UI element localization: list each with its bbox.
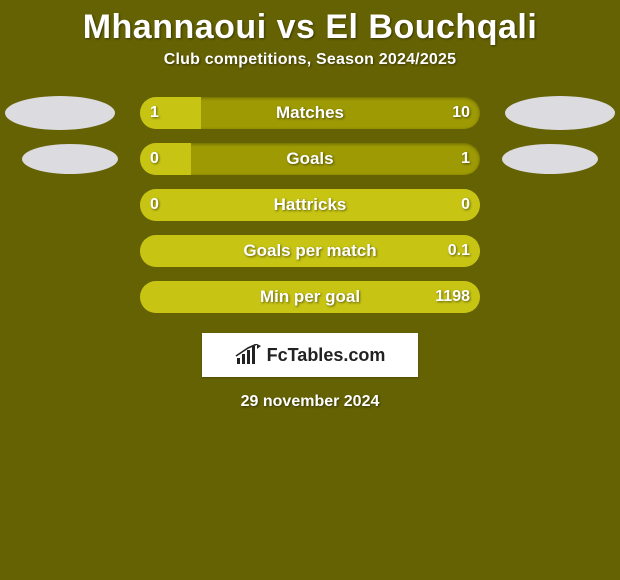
- stat-row: 0.1Goals per match: [0, 235, 620, 267]
- stat-row: 01Goals: [0, 143, 620, 175]
- stat-row: 110Matches: [0, 97, 620, 129]
- form-ellipse-left: [22, 144, 118, 174]
- stat-row: 00Hattricks: [0, 189, 620, 221]
- stat-value-left: 0: [150, 189, 210, 221]
- stat-value-right: 10: [410, 97, 470, 129]
- stat-row: 1198Min per goal: [0, 281, 620, 313]
- comparison-infographic: Mhannaoui vs El Bouchqali Club competiti…: [0, 0, 620, 411]
- stat-value-left: 1: [150, 97, 210, 129]
- stat-value-right: 0.1: [410, 235, 470, 267]
- page-title: Mhannaoui vs El Bouchqali: [0, 8, 620, 47]
- form-ellipse-right: [502, 144, 598, 174]
- brand-chart-icon: [235, 344, 263, 366]
- form-ellipse-left: [5, 96, 115, 130]
- stat-value-left: [150, 235, 210, 267]
- page-subtitle: Club competitions, Season 2024/2025: [0, 51, 620, 69]
- form-ellipse-right: [505, 96, 615, 130]
- date-label: 29 november 2024: [0, 393, 620, 411]
- stat-value-left: 0: [150, 143, 210, 175]
- brand-text: FcTables.com: [267, 345, 386, 366]
- stat-value-right: 0: [410, 189, 470, 221]
- stat-rows: 110Matches01Goals00Hattricks0.1Goals per…: [0, 97, 620, 313]
- stat-value-right: 1: [410, 143, 470, 175]
- stat-value-left: [150, 281, 210, 313]
- brand-box: FcTables.com: [202, 333, 418, 377]
- stat-value-right: 1198: [410, 281, 470, 313]
